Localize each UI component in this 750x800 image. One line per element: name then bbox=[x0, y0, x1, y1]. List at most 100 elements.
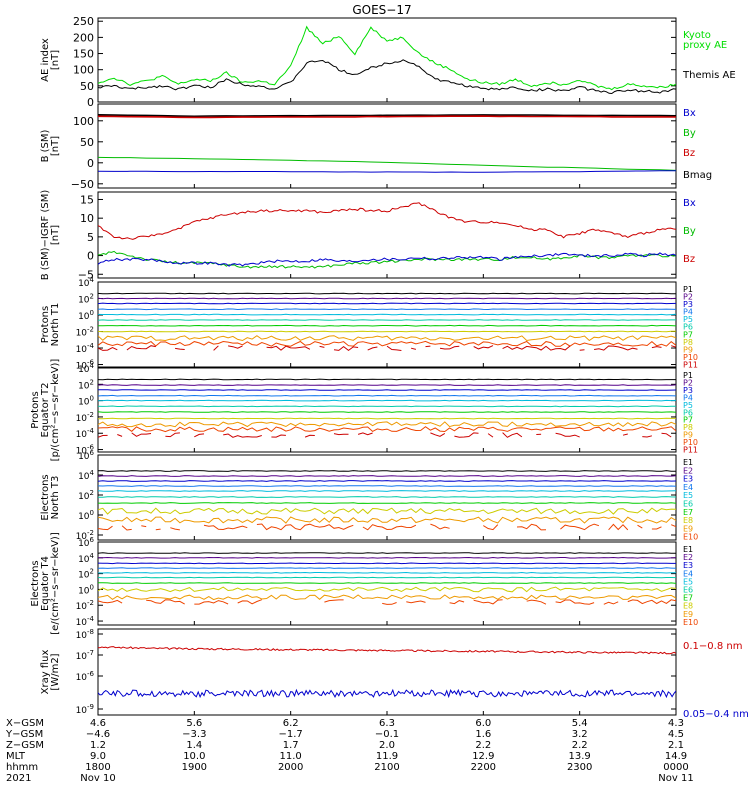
x-axis-value: 4.6 bbox=[90, 718, 106, 729]
x-axis-value: 3.2 bbox=[572, 729, 588, 740]
y-tick-label: 10-4 bbox=[76, 342, 95, 355]
y-tick-label: 10-6 bbox=[76, 670, 95, 683]
x-axis-value: 4.5 bbox=[668, 729, 684, 740]
y-tick-label: 100 bbox=[78, 395, 94, 408]
x-axis-value: −0.1 bbox=[375, 729, 399, 740]
y-tick-label: 250 bbox=[73, 15, 94, 28]
x-axis-value: 4.3 bbox=[668, 718, 684, 729]
y-tick-label: 5 bbox=[87, 231, 94, 244]
channel-line bbox=[98, 480, 676, 482]
legend-entry: E10 bbox=[683, 618, 698, 627]
legend-entry: P2 bbox=[683, 293, 693, 302]
y-tick-label: 50 bbox=[80, 136, 94, 149]
x-axis-value: 5.4 bbox=[572, 718, 588, 729]
legend-entry: P11 bbox=[683, 446, 698, 455]
x-axis-value: Nov 10 bbox=[80, 773, 115, 784]
channel-line bbox=[98, 485, 676, 487]
y-tick-label: 15 bbox=[80, 193, 94, 206]
channel-line bbox=[98, 378, 676, 381]
panel-frame bbox=[97, 281, 677, 368]
y-axis-label: [p/(cm²−s−sr−keV)] bbox=[50, 359, 61, 462]
channel-line bbox=[98, 324, 676, 327]
legend-entry: E10 bbox=[683, 533, 698, 542]
legend-entry: Themis AE bbox=[682, 70, 736, 81]
channel-line bbox=[98, 523, 676, 531]
legend-entry: Bx bbox=[683, 198, 696, 209]
y-axis-label: [W/m2] bbox=[50, 653, 61, 690]
x-axis-value: 2.2 bbox=[475, 740, 491, 751]
channel-line bbox=[98, 552, 676, 554]
x-axis-value: 2.2 bbox=[572, 740, 588, 751]
legend-entry: Kyoto bbox=[683, 30, 711, 41]
x-axis-value: 2000 bbox=[278, 762, 303, 773]
y-tick-label: 10-2 bbox=[76, 529, 94, 542]
y-axis-label: Equator T2 bbox=[40, 383, 51, 438]
panel-xray: 10-8 10-7 10-6 10-9 Xray flux [W/m2] 0.1−0.8 n… bbox=[40, 628, 749, 720]
legend-entry: P11 bbox=[683, 360, 698, 369]
x-axis-value: 10.0 bbox=[183, 751, 205, 762]
y-tick-label: 102 bbox=[78, 568, 94, 581]
channel-line bbox=[98, 335, 676, 342]
legend-entry: E3 bbox=[683, 475, 693, 484]
series-group bbox=[98, 646, 676, 699]
legend-entry: P9 bbox=[683, 345, 693, 354]
channel-line bbox=[98, 345, 676, 352]
channel-line bbox=[98, 502, 676, 504]
series-line bbox=[98, 114, 676, 118]
y-axis-label: Electrons bbox=[30, 560, 41, 606]
legend-entry: E5 bbox=[683, 491, 693, 500]
series-line bbox=[98, 156, 676, 171]
y-tick-label: 10-8 bbox=[76, 628, 94, 641]
x-axis-value: 14.9 bbox=[665, 751, 687, 762]
panel-dbigrf: −5 0 5 10 15 B (SM)−IGRF (SM) [nT] Bx By Bz bbox=[40, 190, 696, 282]
y-tick-label: 104 bbox=[78, 469, 94, 482]
panel-frame bbox=[97, 367, 677, 453]
y-axis-label: Xray flux bbox=[40, 650, 51, 695]
y-tick-label: 50 bbox=[80, 80, 94, 93]
x-axis-value: 1.2 bbox=[90, 740, 106, 751]
y-axis-label: [nT] bbox=[50, 50, 61, 70]
legend-entry: E9 bbox=[683, 610, 693, 619]
series-group bbox=[98, 114, 676, 173]
x-axis-value: 2300 bbox=[567, 762, 592, 773]
panel-frame bbox=[97, 628, 677, 716]
series-group bbox=[98, 25, 676, 95]
channel-line bbox=[98, 599, 676, 605]
channel-line bbox=[98, 297, 676, 300]
legend-entry: P5 bbox=[683, 401, 693, 410]
channel-line bbox=[98, 405, 676, 408]
y-tick-label: 104 bbox=[78, 552, 94, 565]
legend-entry: E9 bbox=[683, 524, 693, 533]
channel-line bbox=[98, 582, 676, 584]
y-tick-label: 10-2 bbox=[76, 326, 94, 339]
legend-entry: P4 bbox=[683, 308, 693, 317]
y-tick-label: 100 bbox=[78, 309, 94, 322]
panel-b: −50 0 50 100 B (SM) [nT] Bx By Bz Bmag bbox=[40, 103, 712, 191]
y-tick-label: 10-6 bbox=[76, 444, 95, 457]
channel-line bbox=[98, 417, 676, 420]
y-tick-label: 106 bbox=[78, 536, 94, 549]
x-axis-value: 2.0 bbox=[379, 740, 395, 751]
legend-entry: By bbox=[683, 128, 696, 139]
y-axis-label: Electrons bbox=[40, 474, 51, 520]
legend-entry: Bx bbox=[683, 108, 696, 119]
x-axis-value: 6.0 bbox=[475, 718, 491, 729]
y-tick-label: 10-7 bbox=[76, 649, 94, 662]
channel-line bbox=[98, 567, 676, 569]
legend-entry: P1 bbox=[683, 285, 693, 294]
series-line bbox=[98, 25, 676, 91]
series-group bbox=[98, 292, 676, 352]
y-axis-label: Protons bbox=[40, 306, 51, 343]
channel-line bbox=[98, 292, 676, 295]
y-tick-label: 102 bbox=[78, 489, 94, 502]
y-tick-label: 100 bbox=[73, 115, 94, 128]
channel-line bbox=[98, 571, 676, 574]
y-axis-label: Protons bbox=[30, 391, 41, 428]
panel-protons_equator: 104 102 100 10-2 10-4 10-6 Protons Equator T2 [p… bbox=[30, 359, 698, 462]
y-tick-label: 100 bbox=[78, 583, 94, 596]
x-axis-value: Nov 11 bbox=[658, 773, 693, 784]
